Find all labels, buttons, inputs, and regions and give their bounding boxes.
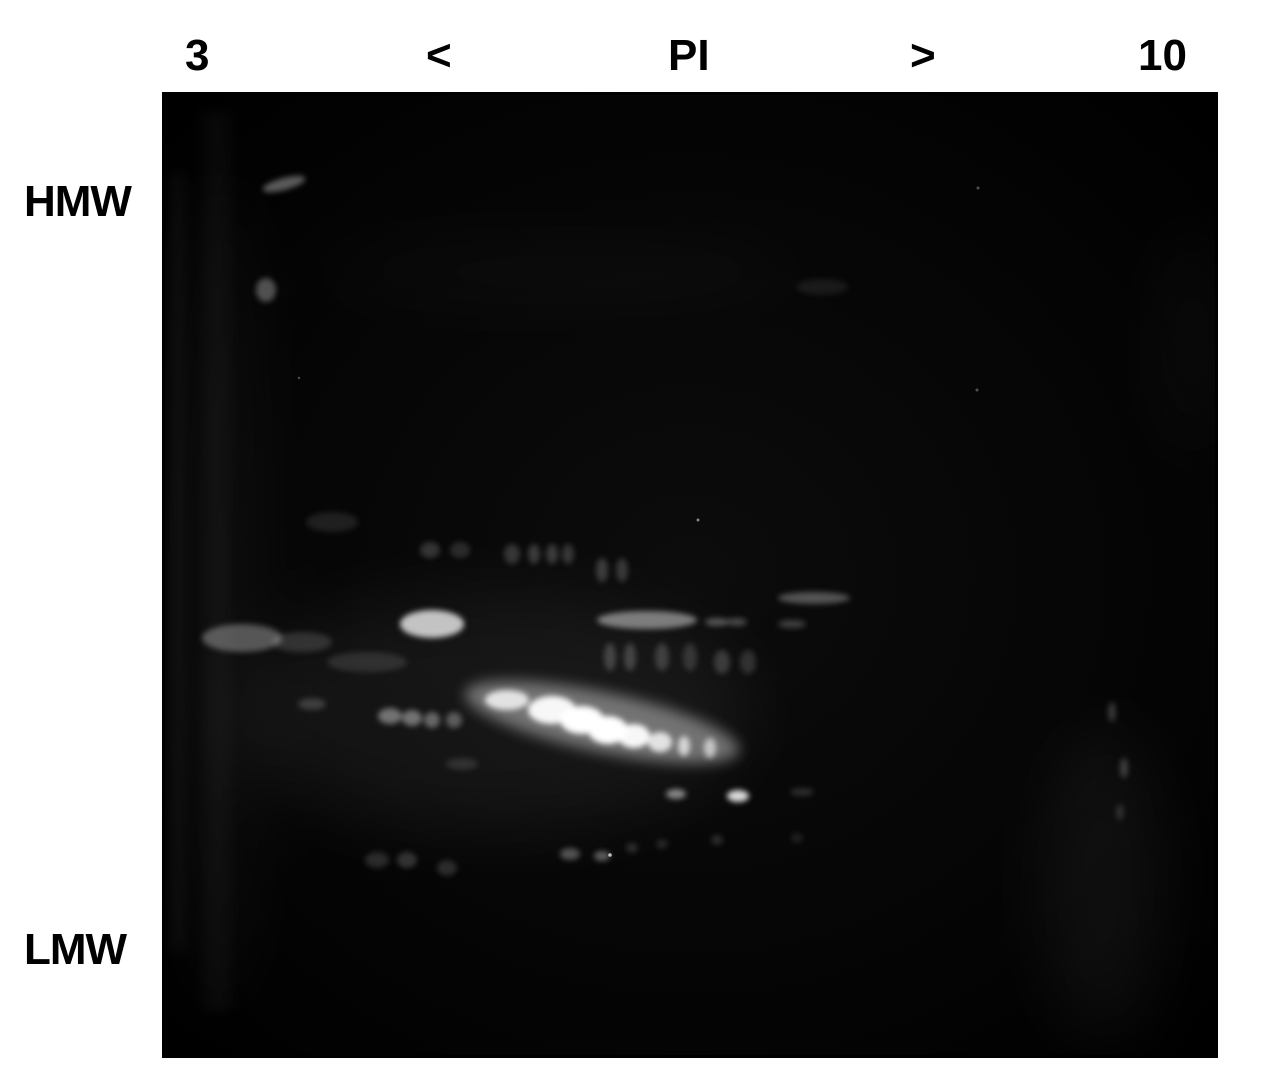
gel-spots-hmw	[256, 175, 848, 302]
gel-edge-streaks	[172, 172, 184, 952]
ph-left-arrow: <	[426, 31, 452, 80]
gel-specks	[297, 186, 980, 857]
gel-image	[162, 92, 1218, 1058]
hmw-label: HMW	[24, 177, 132, 226]
gel-spots-lower	[365, 702, 1128, 876]
gel-spots-mid	[202, 512, 850, 674]
ph-max-label: 10	[1138, 31, 1187, 80]
ph-right-arrow: >	[910, 31, 936, 80]
ph-min-label: 3	[185, 31, 210, 80]
gel-spots-main-streak	[298, 680, 740, 764]
ph-axis-title: PI	[668, 31, 710, 80]
gel-background	[162, 92, 1218, 1058]
lmw-label: LMW	[24, 925, 127, 974]
gel-svg	[162, 92, 1218, 1058]
